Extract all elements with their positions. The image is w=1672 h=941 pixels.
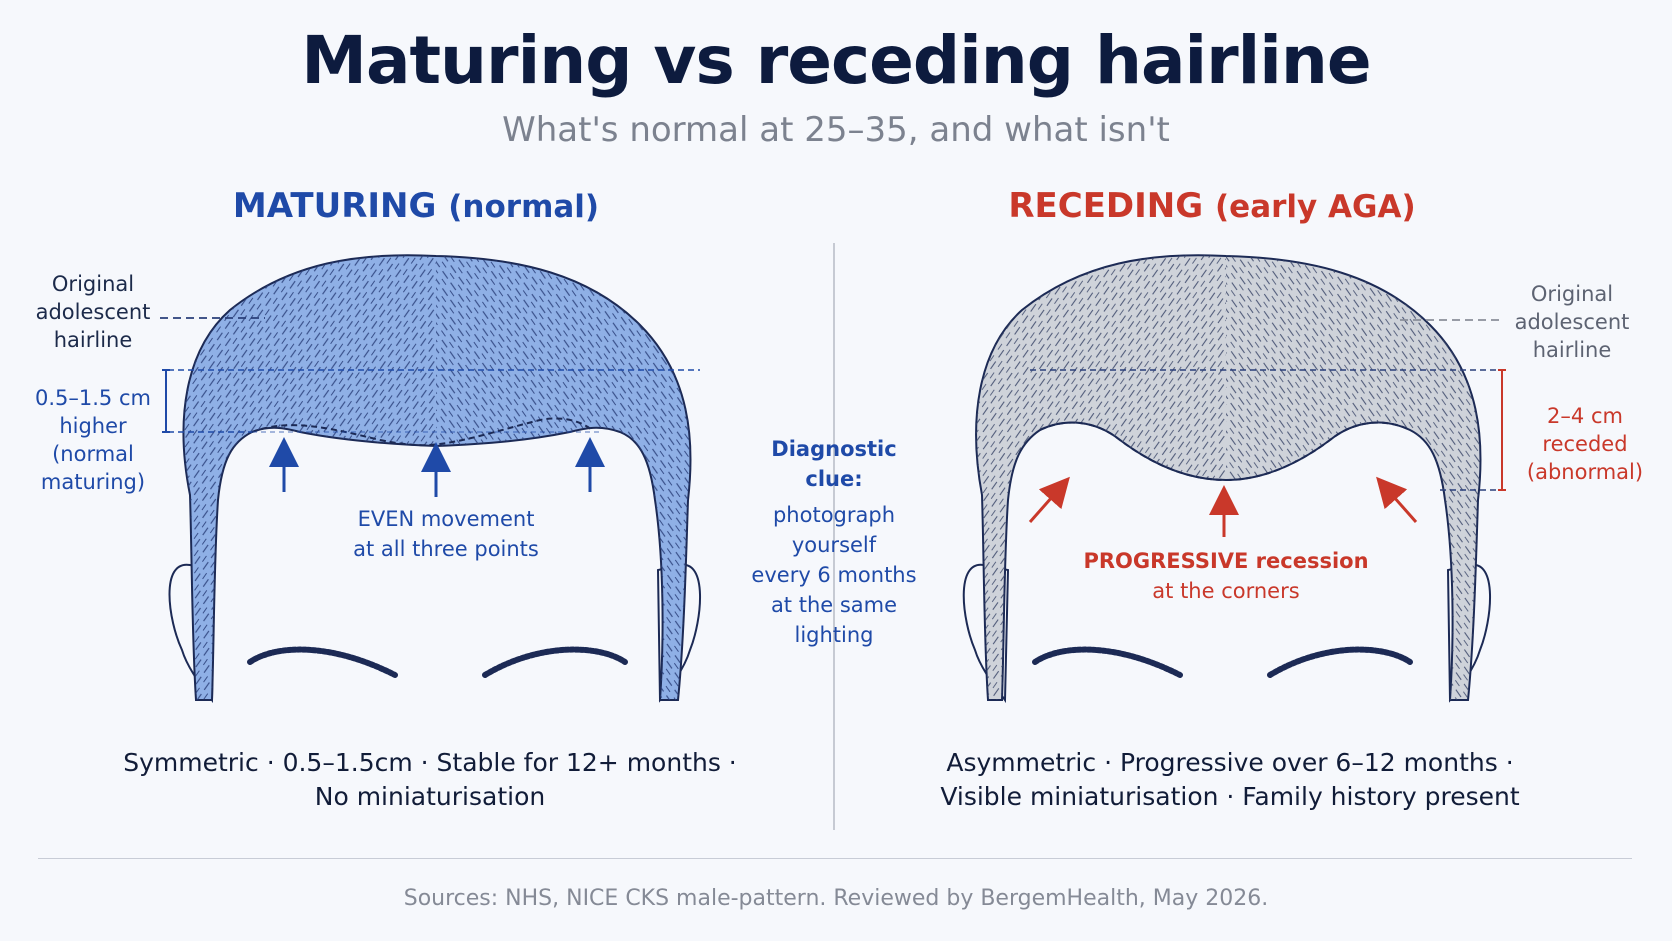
receding-measure-bracket <box>1498 369 1506 491</box>
receding-head <box>962 254 1508 704</box>
receding-heading-main: RECEDING <box>1008 186 1204 226</box>
page-title: Maturing vs receding hairline <box>301 22 1371 99</box>
maturing-eyebrow-right <box>482 646 628 678</box>
diagnostic-clue: Diagnostic clue: photograph yourself eve… <box>751 437 917 647</box>
receding-eyebrow-right <box>1267 646 1413 678</box>
receding-measure-label: 2–4 cm receded (abnormal) <box>1526 404 1644 484</box>
receding-eyebrow-left <box>1032 646 1183 678</box>
maturing-eyebrow-left <box>247 646 398 678</box>
maturing-heading: MATURING (normal) <box>116 186 716 226</box>
receding-summary: Asymmetric · Progressive over 6–12 month… <box>940 748 1520 811</box>
maturing-measure-label: 0.5–1.5 cm higher (normal maturing) <box>35 386 151 494</box>
maturing-original-label: Original adolescent hairline <box>35 272 151 352</box>
maturing-summary: Symmetric · 0.5–1.5cm · Stable for 12+ m… <box>123 748 737 811</box>
receding-arrow-caption: PROGRESSIVE recession at the corners <box>1083 549 1369 603</box>
sources-note: Sources: NHS, NICE CKS male-pattern. Rev… <box>403 886 1269 911</box>
receding-caption-line1: PROGRESSIVE recession <box>1083 549 1369 573</box>
maturing-heading-main: MATURING <box>232 186 437 226</box>
maturing-arrow-caption: EVEN movement at all three points <box>353 507 539 561</box>
receding-current-hairline <box>1039 421 1411 482</box>
receding-original-label: Original adolescent hairline <box>1514 282 1630 362</box>
page-subtitle: What's normal at 25–35, and what isn't <box>502 110 1170 150</box>
receding-heading: RECEDING (early AGA) <box>912 186 1512 226</box>
maturing-heading-sub: (normal) <box>448 189 600 225</box>
footer-divider <box>38 858 1632 859</box>
receding-heading-sub: (early AGA) <box>1215 189 1416 225</box>
receding-arrow-right <box>1376 476 1418 523</box>
maturing-head <box>160 254 701 704</box>
maturing-measure-bracket <box>162 369 170 433</box>
receding-arrow-left <box>1028 476 1070 523</box>
